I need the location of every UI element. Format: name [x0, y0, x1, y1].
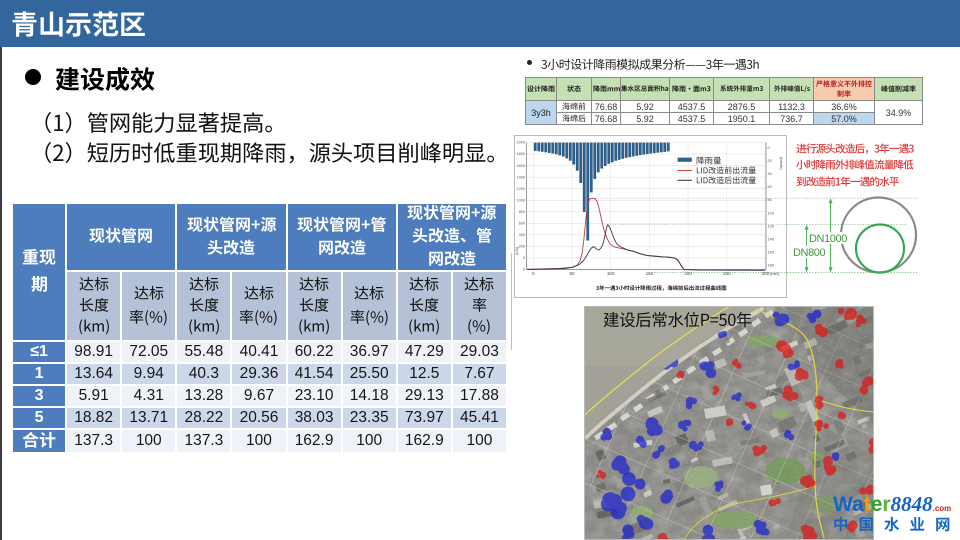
- svg-text:100: 100: [768, 211, 774, 215]
- svg-text:50: 50: [569, 271, 575, 276]
- svg-text:1400: 1400: [517, 175, 525, 179]
- svg-text:DN800: DN800: [793, 247, 826, 259]
- svg-text:150: 150: [646, 271, 654, 276]
- svg-text:120: 120: [768, 224, 774, 228]
- svg-text:20: 20: [768, 159, 772, 163]
- svg-text:1200: 1200: [517, 187, 525, 191]
- svg-text:0: 0: [768, 146, 770, 150]
- svg-text:100: 100: [607, 271, 615, 276]
- svg-text:80: 80: [768, 198, 772, 202]
- svg-text:0: 0: [523, 256, 525, 260]
- svg-text:1800: 1800: [517, 152, 525, 156]
- svg-text:800: 800: [519, 210, 525, 214]
- svg-text:DN1000: DN1000: [809, 233, 847, 245]
- svg-text:60: 60: [768, 185, 772, 189]
- svg-text:200: 200: [684, 271, 692, 276]
- svg-text:300: 300: [762, 271, 770, 276]
- svg-text:40: 40: [768, 172, 772, 176]
- svg-text:200: 200: [519, 245, 525, 249]
- svg-text:0: 0: [532, 271, 535, 276]
- svg-text:1000: 1000: [517, 198, 525, 202]
- svg-text:(mm/h): (mm/h): [779, 157, 784, 170]
- svg-text:160: 160: [768, 251, 774, 255]
- svg-text:(L/s): (L/s): [514, 246, 519, 255]
- svg-text:0: 0: [523, 268, 525, 272]
- svg-text:250: 250: [723, 271, 731, 276]
- svg-text:400: 400: [519, 233, 525, 237]
- svg-text:2000: 2000: [517, 141, 525, 145]
- svg-text:600: 600: [519, 222, 525, 226]
- svg-text:140: 140: [768, 238, 774, 242]
- svg-text:1600: 1600: [517, 164, 525, 168]
- svg-text:(min): (min): [770, 271, 780, 276]
- svg-text:180: 180: [768, 264, 774, 268]
